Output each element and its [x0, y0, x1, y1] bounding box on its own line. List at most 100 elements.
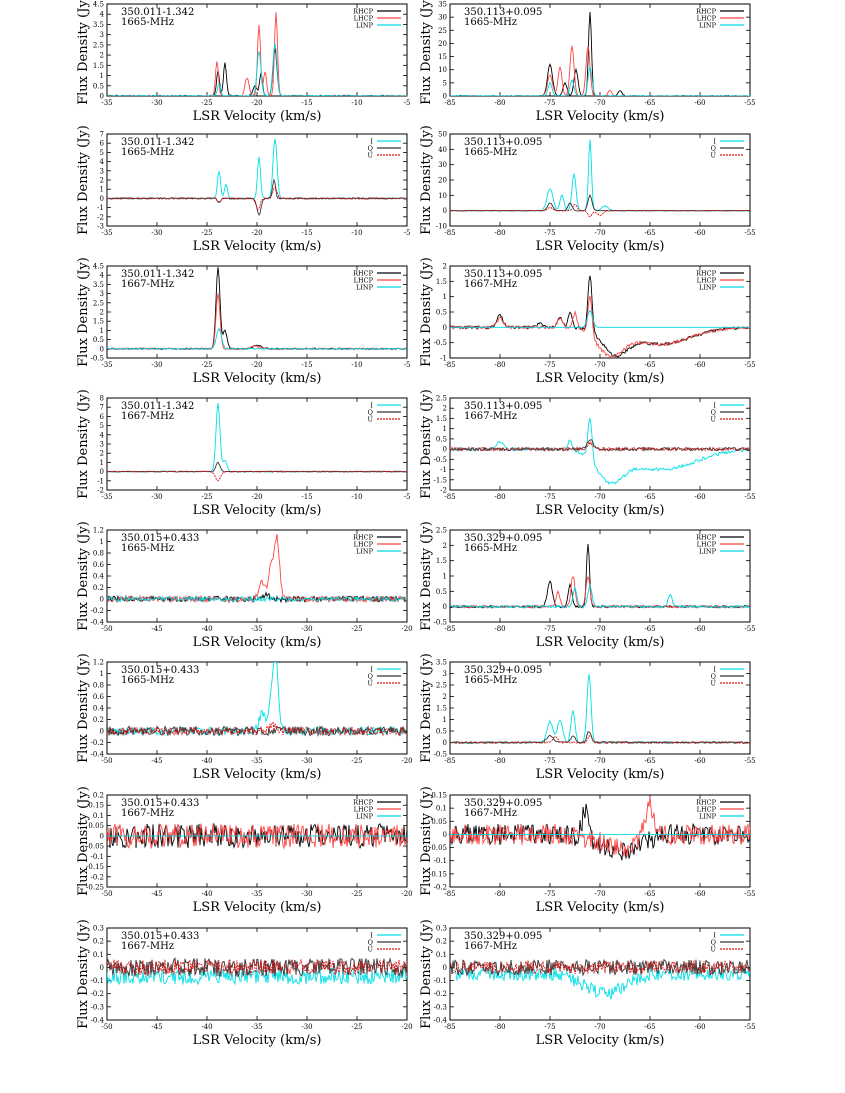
y-tick-label: -0.3 — [91, 1003, 105, 1011]
x-tick-label: -15 — [301, 361, 312, 369]
panel-source-name: 350.113+0.095 — [464, 7, 542, 18]
y-tick-label: 1 — [100, 327, 104, 335]
series-line-lhcp — [107, 822, 407, 850]
y-tick-label: 2 — [443, 693, 447, 701]
x-tick-label: -45 — [151, 1023, 162, 1031]
panel-source-name: 350.015+0.433 — [121, 665, 199, 676]
y-tick-label: 0 — [443, 93, 447, 101]
x-tick-label: -50 — [101, 1023, 112, 1031]
x-tick-label: -10 — [351, 229, 362, 237]
y-tick-label: 4 — [100, 158, 105, 166]
panel-frequency: 1665-MHz — [464, 675, 517, 686]
panel-frequency: 1667-MHz — [121, 279, 174, 290]
y-tick-label: 0.2 — [93, 792, 104, 800]
panel-frequency: 1665-MHz — [121, 17, 174, 28]
legend-label: LINP — [699, 548, 717, 556]
y-tick-label: 1.5 — [436, 705, 447, 713]
panel-frequency: 1667-MHz — [464, 411, 517, 422]
panel-16: -85 -80 -75 -70 -65 -60 -55 -0.4 -0.3 -0.2 -0.1 0 0.… — [419, 919, 756, 1048]
legend-label: Q — [711, 409, 716, 417]
x-tick-label: -30 — [151, 493, 162, 501]
legend-label: LHCP — [697, 541, 717, 549]
y-tick-label: 20 — [438, 177, 447, 185]
legend-label: LHCP — [354, 277, 374, 285]
y-axis-label: Flux Density (Jy) — [419, 521, 434, 631]
y-tick-label: -1 — [440, 466, 447, 474]
x-tick-label: -55 — [744, 625, 755, 633]
x-tick-label: -80 — [494, 890, 505, 898]
y-tick-label: 1 — [443, 425, 447, 433]
y-tick-label: 0 — [443, 446, 447, 454]
x-axis-label: LSR Velocity (km/s) — [536, 900, 665, 915]
y-tick-label: 2 — [100, 309, 104, 317]
y-tick-label: 1.5 — [436, 415, 447, 423]
x-tick-label: -85 — [444, 99, 455, 107]
x-tick-label: -30 — [151, 361, 162, 369]
legend-label: RHCP — [696, 8, 717, 16]
x-tick-label: -30 — [301, 757, 312, 765]
x-tick-label: -25 — [201, 99, 212, 107]
panel-frequency: 1667-MHz — [121, 411, 174, 422]
y-tick-label: 0.1 — [436, 805, 447, 813]
y-tick-label: 0.05 — [431, 818, 447, 826]
panel-6: -85 -80 -75 -70 -65 -60 -55 -1 -0.5 0 0.5 1 1.5 2 LSR … — [419, 257, 756, 386]
x-tick-label: -85 — [444, 625, 455, 633]
x-tick-label: -40 — [201, 1023, 212, 1031]
y-tick-label: 0 — [100, 345, 104, 353]
y-axis-label: Flux Density (Jy) — [419, 257, 434, 367]
x-tick-label: -75 — [544, 625, 555, 633]
y-tick-label: 3 — [100, 290, 104, 298]
y-tick-label: 0.5 — [93, 82, 104, 90]
y-axis-label: Flux Density (Jy) — [76, 919, 91, 1029]
y-tick-label: 3 — [100, 167, 104, 175]
x-tick-label: -85 — [444, 1023, 455, 1031]
y-tick-label: -0.15 — [429, 870, 447, 878]
x-tick-label: -20 — [251, 99, 262, 107]
panel-frequency: 1667-MHz — [464, 941, 517, 952]
x-tick-label: -25 — [201, 229, 212, 237]
x-tick-label: -70 — [594, 757, 605, 765]
x-tick-label: -75 — [544, 361, 555, 369]
y-tick-label: 2.5 — [436, 395, 447, 403]
x-tick-label: -35 — [251, 625, 262, 633]
panel-frequency: 1667-MHz — [121, 808, 174, 819]
x-tick-label: -50 — [101, 757, 112, 765]
x-tick-label: -65 — [644, 361, 655, 369]
x-tick-label: -55 — [744, 229, 755, 237]
panel-source-name: 350.011-1.342 — [121, 7, 194, 18]
y-tick-label: 10 — [438, 192, 447, 200]
legend-label: I — [370, 138, 373, 146]
y-axis-label: Flux Density (Jy) — [419, 786, 434, 896]
x-tick-label: -70 — [594, 99, 605, 107]
x-tick-label: -80 — [494, 493, 505, 501]
y-tick-label: 20 — [438, 40, 447, 48]
y-tick-label: 0 — [100, 728, 104, 736]
x-tick-label: -60 — [694, 890, 705, 898]
legend-label: LINP — [699, 813, 717, 821]
y-tick-label: -1 — [97, 204, 104, 212]
y-tick-label: 0.05 — [88, 822, 104, 830]
x-tick-label: -5 — [404, 99, 411, 107]
x-tick-label: -80 — [494, 757, 505, 765]
panel-8: -85 -80 -75 -70 -65 -60 -55 -2 -1.5 -1 -0.5 0 0.5 1 1.… — [419, 389, 756, 518]
panel-1: -35 -30 -25 -20 -15 -10 -5 0 0.5 1 1.5 2 2.5 3 3.5 4 4.5… — [76, 0, 410, 124]
x-tick-label: -65 — [644, 99, 655, 107]
panel-source-name: 350.015+0.433 — [121, 931, 199, 942]
y-tick-label: 50 — [438, 131, 447, 139]
x-tick-label: -45 — [151, 757, 162, 765]
legend-label: RHCP — [353, 270, 374, 278]
x-tick-label: -65 — [644, 757, 655, 765]
y-tick-label: -0.3 — [434, 1003, 448, 1011]
y-tick-label: 8 — [100, 395, 104, 403]
series-line-q — [107, 461, 407, 473]
x-tick-label: -65 — [644, 493, 655, 501]
x-tick-label: -85 — [444, 890, 455, 898]
panel-frequency: 1665-MHz — [121, 675, 174, 686]
y-tick-label: 2.5 — [93, 41, 104, 49]
panel-14: -85 -80 -75 -70 -65 -60 -55 -0.2 -0.15 -0.1 -0.05 0… — [419, 786, 756, 915]
series-line-u — [450, 735, 750, 745]
x-tick-label: -30 — [151, 99, 162, 107]
x-tick-label: -15 — [301, 229, 312, 237]
x-axis-label: LSR Velocity (km/s) — [193, 1033, 322, 1048]
y-tick-label: -2 — [97, 487, 104, 495]
